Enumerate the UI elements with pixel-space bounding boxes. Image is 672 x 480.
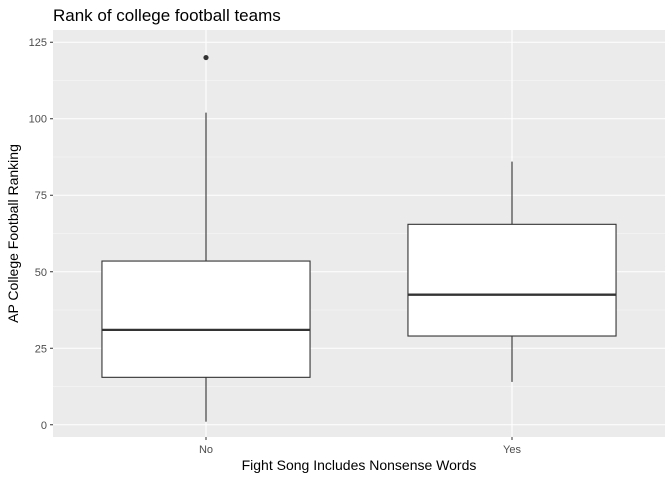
x-tick-label: Yes	[503, 444, 521, 456]
boxes	[101, 54, 617, 422]
outlier-point	[203, 54, 209, 61]
y-tick-label: 25	[35, 343, 47, 355]
box-no	[101, 54, 311, 422]
x-axis: No Yes	[199, 437, 521, 456]
iqr-box	[101, 260, 311, 378]
y-axis: 0 25 50 75 100 125	[29, 37, 53, 432]
y-tick-label: 75	[35, 190, 47, 202]
y-tick-label: 50	[35, 267, 47, 279]
y-tick-label: 100	[29, 114, 47, 126]
x-axis-title: Fight Song Includes Nonsense Words	[242, 457, 477, 473]
box-yes	[407, 161, 617, 382]
y-axis-title: AP College Football Ranking	[5, 144, 21, 323]
y-tick-label: 0	[41, 420, 47, 432]
iqr-box	[407, 223, 617, 337]
y-tick-label: 125	[29, 37, 47, 49]
x-tick-label: No	[199, 444, 213, 456]
chart-title: Rank of college football teams	[53, 6, 281, 25]
